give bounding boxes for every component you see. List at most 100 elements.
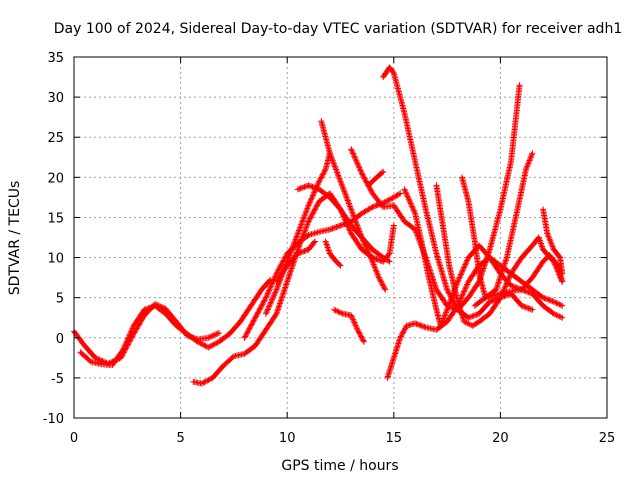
data-point	[344, 197, 351, 204]
data-point	[384, 197, 391, 204]
data-point	[373, 202, 380, 209]
data-point	[286, 252, 293, 259]
data-point	[303, 206, 310, 213]
series-track-1	[71, 301, 222, 367]
data-point	[461, 318, 468, 325]
data-point	[371, 264, 378, 271]
data-point	[272, 288, 279, 295]
data-point	[123, 339, 130, 346]
data-point	[355, 163, 362, 170]
data-point	[403, 192, 410, 199]
data-point	[441, 313, 448, 320]
data-point	[86, 357, 93, 364]
data-point	[454, 278, 461, 285]
data-point	[301, 228, 308, 235]
data-point	[308, 195, 315, 202]
data-point	[307, 198, 314, 205]
data-point	[347, 204, 354, 211]
data-point	[302, 183, 309, 190]
data-point	[306, 215, 313, 222]
data-point	[356, 227, 363, 234]
data-point	[331, 306, 338, 313]
data-point	[304, 203, 311, 210]
data-point	[141, 306, 148, 313]
data-point	[209, 332, 216, 339]
data-point	[330, 224, 337, 231]
data-point	[522, 288, 529, 295]
data-point	[463, 258, 470, 265]
data-point	[215, 329, 222, 336]
data-point	[400, 329, 407, 336]
data-point	[456, 275, 463, 282]
data-point	[548, 297, 555, 304]
data-point	[292, 237, 299, 244]
data-point	[255, 308, 262, 315]
data-point	[144, 305, 151, 312]
data-point	[547, 239, 554, 246]
data-point	[526, 157, 533, 164]
data-point	[481, 295, 488, 302]
data-point	[309, 210, 316, 217]
series-track-16	[540, 206, 566, 277]
data-point	[307, 214, 314, 221]
data-point	[401, 186, 408, 193]
data-point	[338, 181, 345, 188]
data-point	[549, 298, 556, 305]
data-point	[336, 175, 343, 182]
data-point	[257, 305, 264, 312]
data-point	[343, 220, 350, 227]
data-point	[501, 286, 508, 293]
data-point	[304, 219, 311, 226]
data-point	[297, 249, 304, 256]
data-point	[303, 208, 310, 215]
data-point	[380, 283, 387, 290]
data-point	[544, 230, 551, 237]
data-point	[315, 179, 322, 186]
data-point	[342, 217, 349, 224]
data-point	[309, 192, 316, 199]
data-point	[449, 293, 456, 300]
data-point	[265, 305, 272, 312]
data-point	[341, 190, 348, 197]
data-point	[468, 313, 475, 320]
data-point	[309, 183, 316, 190]
data-point	[526, 305, 533, 312]
data-point	[293, 234, 300, 241]
data-point	[547, 237, 554, 244]
data-point	[262, 296, 269, 303]
data-point	[211, 331, 218, 338]
data-point	[550, 310, 557, 317]
data-point	[301, 248, 308, 255]
data-point	[275, 266, 282, 273]
y-tick-label: 10	[47, 252, 64, 267]
data-point	[545, 296, 552, 303]
data-point	[525, 305, 532, 312]
data-point	[301, 183, 308, 190]
data-point	[352, 218, 359, 225]
data-point	[338, 207, 345, 214]
data-point	[259, 301, 266, 308]
data-point	[402, 187, 409, 194]
data-point	[378, 278, 385, 285]
data-point	[316, 177, 323, 184]
data-point	[264, 291, 271, 298]
data-point	[368, 253, 375, 260]
data-point	[349, 315, 356, 322]
data-point	[274, 269, 281, 276]
data-point	[340, 185, 347, 192]
data-point	[400, 328, 407, 335]
data-point	[296, 250, 303, 257]
data-point	[507, 272, 514, 279]
data-point	[205, 376, 212, 383]
data-point	[205, 334, 212, 341]
data-point	[309, 193, 316, 200]
data-point	[329, 225, 336, 232]
data-point	[359, 336, 366, 343]
data-point	[538, 242, 545, 249]
data-point	[255, 309, 262, 316]
data-point	[356, 228, 363, 235]
data-point	[298, 184, 305, 191]
data-point	[381, 285, 388, 292]
data-point	[398, 332, 405, 339]
data-point	[327, 153, 334, 160]
